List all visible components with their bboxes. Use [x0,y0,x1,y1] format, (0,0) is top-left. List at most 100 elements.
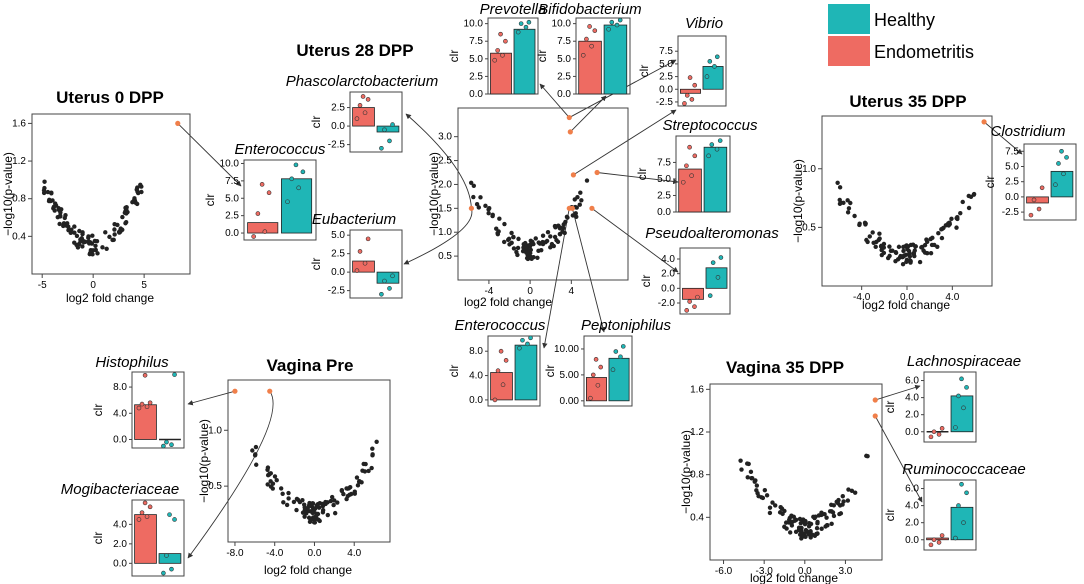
data-point [863,221,868,226]
highlight-point [566,114,572,121]
data-point [806,521,812,526]
replicate-point [172,372,177,377]
barplot-u28-pseudoalteromonas: Pseudoalteromonas -2.0 0.0 2.0 4.0 clr [639,225,779,315]
data-point [893,250,899,256]
replicate-point [390,122,395,127]
data-point [332,498,337,503]
data-point [294,507,299,513]
data-point [59,207,64,212]
data-point [79,236,84,241]
bar-endometritis [682,287,704,300]
data-point [848,200,853,206]
y-tick-label: 1.0 [208,425,222,436]
plot-frame [487,335,541,407]
data-point [837,503,843,508]
replicate-point [964,490,969,496]
data-point [308,517,313,522]
y-tick-label: 2.5 [657,190,671,201]
y-tick-label: 5.0 [659,59,673,70]
barplot-u28-phascolarctobacterium: Phascolarctobacterium -2.5 0.0 2.5 clr [286,73,438,153]
data-point [74,233,80,239]
data-point [579,198,584,203]
volcano-vagina-pre: Vagina Pre log2 fold change −log10(p-val… [197,356,391,577]
data-point [801,534,806,539]
replicate-point [595,382,601,388]
data-point [112,232,117,237]
replicate-point [382,278,387,284]
y-tick-label: 4.0 [661,254,675,265]
data-point [846,206,852,211]
replicate-point [717,138,723,143]
replicate-point [387,138,392,144]
y-tick-label: 0.0 [659,84,673,95]
replicate-point [931,429,937,435]
data-point [366,468,371,474]
y-tick-label: 7.5 [657,157,671,168]
data-point [511,246,517,251]
replicate-point [357,249,363,254]
data-point [879,243,884,249]
replicate-point [931,537,937,543]
barplot-u28-eubacterium: Eubacterium -2.5 0.0 2.5 5.0 clr [309,211,403,299]
data-point [837,511,842,517]
data-point [468,180,474,185]
data-point [116,229,122,235]
y-tick-label: 2.0 [661,269,675,280]
replicate-point [598,364,604,370]
data-point [900,254,905,260]
volcano-vagina-35-dpp: Vagina 35 DPP log2 fold change −log10(p-… [679,358,883,584]
replicate-point [144,404,150,410]
y-tick-label: 0.0 [469,395,483,406]
plot-frame [709,383,883,561]
data-point [506,236,512,241]
replicate-point [964,385,969,390]
taxon-label: Enterococcus [235,141,326,158]
connector-arrow [571,208,606,333]
connector-arrow [177,123,242,187]
data-point [112,221,117,227]
y-tick-label: 1.0 [438,227,452,238]
connector-arrows [177,59,1023,559]
plot-frame [583,335,633,407]
data-point [524,255,530,261]
data-point [523,244,529,250]
y-tick-label: 5.0 [1005,161,1019,172]
replicate-point [354,268,360,273]
data-point [354,475,360,480]
data-point [107,234,112,240]
replicate-point [365,236,371,242]
data-point [921,248,926,253]
barplot-v35-lachnospiraceae: Lachnospiraceae 0.0 2.0 4.0 6.0 clr [883,353,1021,443]
y-tick-label: 7.5 [469,36,483,47]
data-point [120,227,125,232]
data-point [793,529,799,535]
y-tick-label: 0.0 [469,89,483,100]
replicate-point [492,57,498,63]
panel-title: Uterus 0 DPP [56,88,164,107]
replicate-point [495,368,501,373]
y-tick-label: 2.5 [557,71,571,82]
x-tick-label: 5 [141,280,147,291]
data-point [908,242,914,248]
data-point [548,234,553,239]
y-tick-label: 0.5 [208,481,222,492]
data-point [877,236,882,241]
replicate-point [169,566,174,572]
barplot-vp-histophilus: Histophilus 0.0 4.0 8.0 clr [91,354,185,449]
barplot-u28-vibrio: Vibrio -2.5 0.02.5 5.0 7.5 clr [637,15,727,108]
data-point [483,203,488,209]
panel-title: Vagina 35 DPP [726,358,844,377]
data-point [139,189,144,195]
replicate-point [928,542,934,548]
y-tick-label: 0.0 [657,207,671,218]
replicate-point [525,341,530,347]
data-point [545,229,551,235]
connector-arrow [187,390,274,559]
barplot-u0-enterococcus: Enterococcus 0.0 2.5 5.0 7.5 10.0 clr [203,141,326,241]
data-point [72,240,77,245]
data-point [936,230,941,236]
data-point [857,221,862,226]
data-point [495,230,500,236]
y-tick-label: 8.0 [113,382,127,393]
data-point [748,469,754,475]
